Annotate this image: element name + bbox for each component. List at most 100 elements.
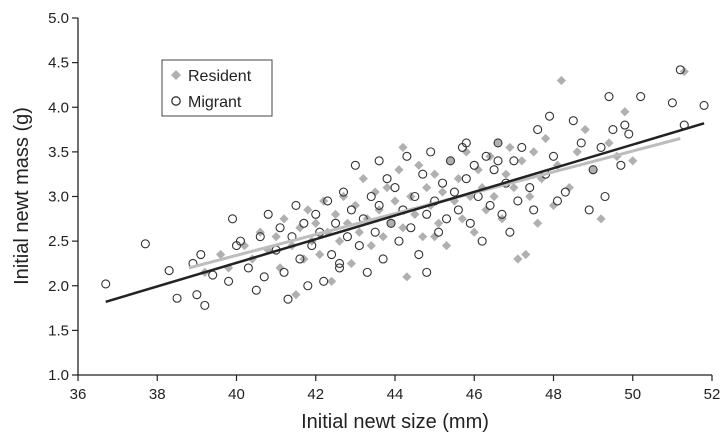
point-migrant (390, 183, 400, 193)
point-migrant (441, 214, 452, 224)
legend-label-migrant: Migrant (188, 94, 242, 111)
point-migrant (406, 223, 416, 233)
point-migrant (338, 187, 349, 197)
point-resident (453, 174, 463, 184)
point-resident (370, 187, 380, 197)
point-migrant (402, 151, 412, 161)
point-migrant (303, 281, 313, 291)
x-tick-label: 42 (307, 386, 324, 403)
point-migrant (196, 249, 206, 260)
point-resident (628, 156, 638, 166)
point-migrant (299, 218, 309, 228)
point-migrant (560, 187, 570, 197)
point-resident (473, 165, 483, 175)
point-migrant (235, 236, 246, 246)
point-migrant (426, 147, 436, 157)
x-tick-label: 38 (149, 386, 166, 403)
point-resident (465, 191, 475, 202)
point-resident (358, 174, 368, 184)
point-migrant (505, 227, 515, 237)
y-tick-label: 1.0 (48, 367, 69, 384)
point-migrant (533, 125, 543, 135)
point-resident (580, 124, 590, 135)
point-migrant (346, 205, 356, 215)
point-migrant (224, 276, 234, 286)
point-migrant (608, 125, 618, 135)
x-axis-title: Initial newt size (mm) (301, 411, 489, 433)
point-resident (410, 209, 420, 219)
point-resident (604, 138, 614, 148)
point-migrant (370, 227, 380, 237)
legend-label-resident: Resident (188, 68, 252, 85)
point-resident (327, 276, 337, 286)
point-resident (346, 258, 357, 269)
legend-box (161, 59, 273, 117)
point-migrant (208, 270, 218, 280)
point-resident (517, 156, 527, 166)
y-ticks: 1.0 1.5 2.0 2.5 3.0 3.5 4.0 4.5 5.0 (48, 10, 78, 384)
data-points (101, 65, 709, 310)
point-migrant (200, 300, 210, 310)
point-resident (540, 133, 551, 144)
point-resident (469, 227, 479, 237)
point-resident (564, 182, 574, 193)
point-migrant (453, 205, 463, 215)
point-migrant (588, 165, 598, 175)
point-resident (588, 165, 598, 175)
point-migrant (437, 178, 448, 188)
point-migrant (382, 174, 392, 184)
point-resident (414, 160, 424, 170)
point-migrant (140, 239, 150, 249)
fit-line-migrant (105, 122, 705, 304)
point-resident (275, 263, 285, 273)
point-migrant (251, 285, 261, 295)
point-resident (334, 236, 345, 246)
point-resident (620, 107, 630, 117)
x-tick-label: 46 (466, 386, 483, 403)
point-migrant (374, 156, 384, 166)
point-resident (437, 187, 448, 197)
point-migrant (283, 294, 293, 304)
point-migrant (327, 249, 337, 260)
point-resident (271, 232, 281, 242)
point-migrant (366, 191, 376, 202)
point-migrant (616, 160, 626, 170)
axes: 36 38 40 42 44 46 48 50 52 1.0 1.5 2.0 2.5 3.0 3.5 4.0… (11, 10, 720, 433)
x-tick-label: 50 (624, 386, 641, 403)
point-migrant (227, 214, 238, 224)
point-resident (315, 249, 325, 260)
point-migrant (509, 156, 519, 166)
point-resident (501, 169, 511, 179)
point-resident (402, 272, 412, 282)
point-resident (513, 254, 523, 264)
point-migrant (620, 120, 630, 130)
y-tick-label: 1.5 (48, 322, 69, 339)
point-migrant (291, 200, 301, 210)
point-migrant (172, 293, 182, 303)
point-migrant (362, 267, 372, 277)
point-resident (390, 196, 400, 206)
point-migrant (342, 232, 353, 242)
point-resident (386, 218, 396, 228)
point-migrant (596, 142, 606, 152)
point-migrant (259, 272, 269, 282)
point-migrant (255, 232, 265, 242)
point-resident (433, 218, 444, 228)
point-migrant (600, 191, 610, 202)
point-resident (533, 218, 543, 228)
x-tick-label: 40 (228, 386, 245, 403)
point-migrant (485, 200, 495, 210)
y-tick-label: 5.0 (48, 10, 69, 27)
point-resident (330, 209, 341, 219)
point-resident (441, 240, 452, 251)
point-resident (548, 200, 559, 211)
point-migrant (101, 279, 111, 289)
point-migrant (699, 100, 709, 111)
y-tick-label: 4.5 (48, 55, 69, 72)
point-migrant (164, 266, 174, 276)
point-resident (366, 240, 376, 251)
point-migrant (517, 142, 527, 152)
legend-marker-resident (171, 70, 181, 80)
